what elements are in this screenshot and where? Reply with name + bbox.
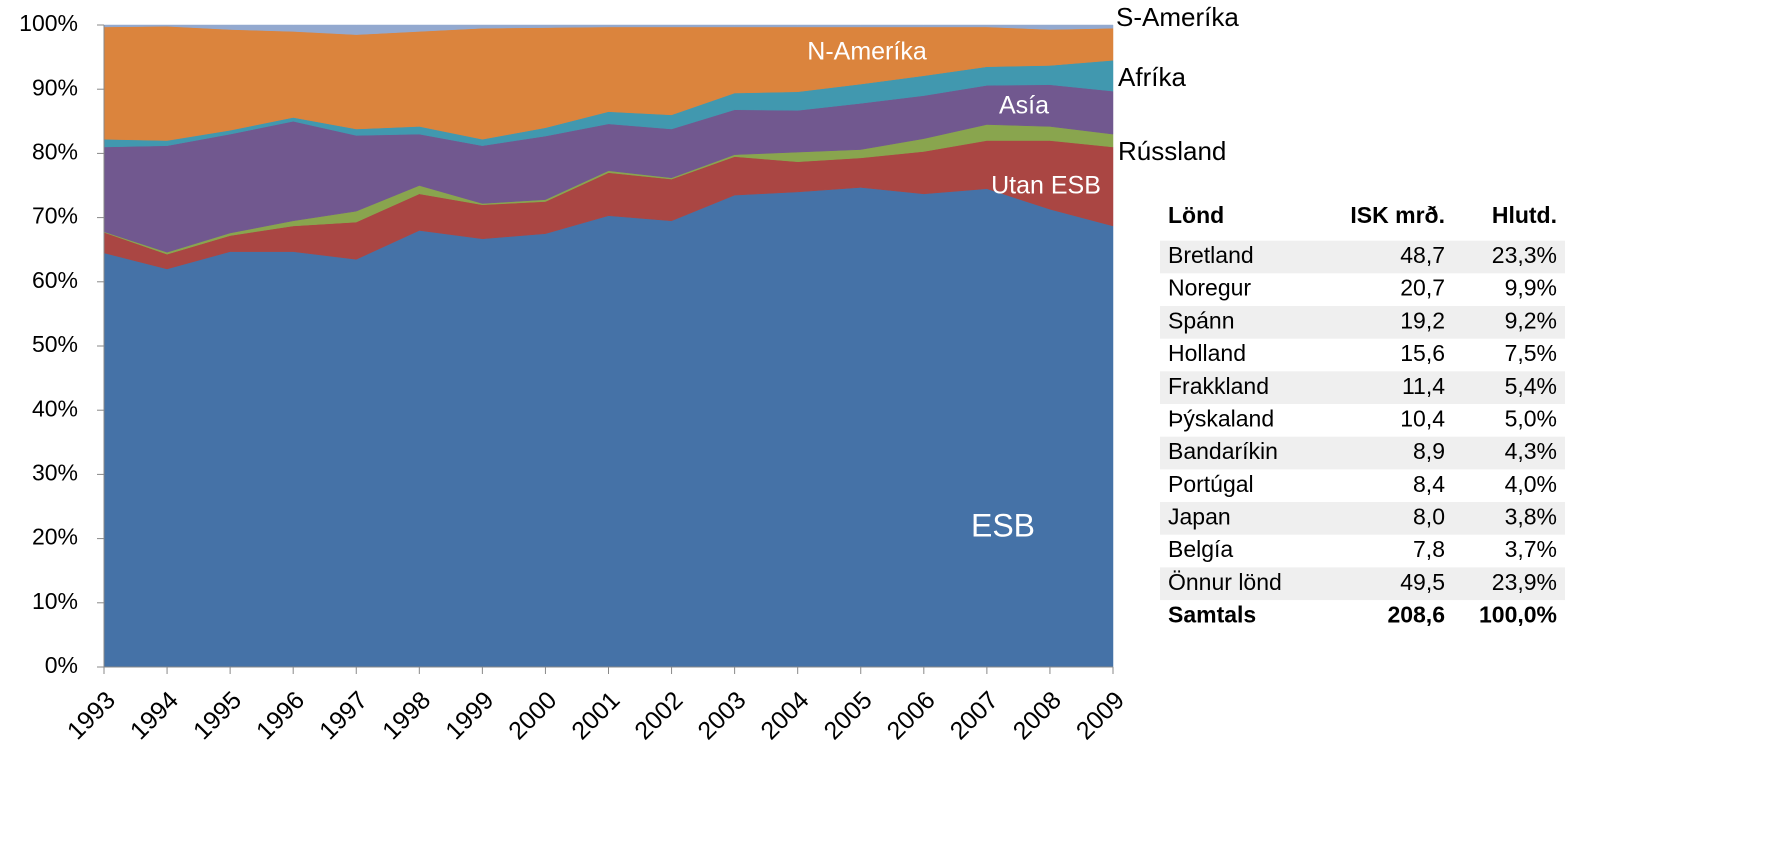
y-tick-label: 70% xyxy=(32,203,78,229)
series-label: ESB xyxy=(971,507,1035,543)
table-total: 208,6 xyxy=(1387,601,1445,627)
table-cell: 5,0% xyxy=(1505,405,1557,431)
table-cell: 8,0 xyxy=(1413,503,1445,529)
row-band xyxy=(1160,371,1565,405)
row-band xyxy=(1160,306,1565,339)
table-cell: Bretland xyxy=(1168,242,1254,268)
x-tick-label: 2007 xyxy=(945,686,1004,745)
x-tick-label: 1998 xyxy=(377,686,436,745)
table-cell: Bandaríkin xyxy=(1168,438,1278,464)
x-tick-label: 2009 xyxy=(1071,686,1130,745)
row-band xyxy=(1160,567,1565,601)
table-cell: 10,4 xyxy=(1400,405,1445,431)
table-cell: 49,5 xyxy=(1400,569,1445,595)
x-tick-label: 1996 xyxy=(251,686,310,745)
table-header: ISK mrð. xyxy=(1350,202,1445,228)
series-label: Rússland xyxy=(1118,136,1226,166)
table-cell: 3,7% xyxy=(1505,536,1557,562)
series-label: S-Ameríka xyxy=(1116,2,1239,32)
x-tick-label: 2004 xyxy=(755,686,814,745)
table-header: Lönd xyxy=(1168,202,1224,228)
table-cell: 48,7 xyxy=(1400,242,1445,268)
table-cell: 9,2% xyxy=(1505,307,1557,333)
table-cell: Þýskaland xyxy=(1168,405,1274,431)
table-cell: 20,7 xyxy=(1400,275,1445,301)
table-cell: 19,2 xyxy=(1400,307,1445,333)
table-cell: 4,0% xyxy=(1505,471,1557,497)
table-cell: Belgía xyxy=(1168,536,1233,562)
y-tick-label: 100% xyxy=(19,10,78,36)
row-band xyxy=(1160,436,1565,470)
row-band xyxy=(1160,502,1565,535)
x-tick-label: 1997 xyxy=(314,686,373,745)
x-tick-label: 2005 xyxy=(819,686,878,745)
x-tick-label: 2002 xyxy=(629,686,688,745)
y-tick-label: 80% xyxy=(32,138,78,164)
y-tick-label: 40% xyxy=(32,395,78,421)
y-tick-label: 50% xyxy=(32,331,78,357)
y-tick-label: 60% xyxy=(32,267,78,293)
x-tick-label: 1999 xyxy=(440,686,499,745)
y-tick-label: 30% xyxy=(32,459,78,485)
area xyxy=(103,24,1114,35)
x-tick-label: 2000 xyxy=(503,686,562,745)
y-tick-label: 90% xyxy=(32,74,78,100)
table-cell: 7,8 xyxy=(1413,536,1445,562)
x-tick-label: 1993 xyxy=(62,686,121,745)
table-cell: Frakkland xyxy=(1168,373,1269,399)
x-tick-label: 2001 xyxy=(566,686,625,745)
x-tick-label: 1995 xyxy=(188,686,247,745)
table-cell: 23,9% xyxy=(1492,569,1557,595)
series-label: Asía xyxy=(999,92,1049,120)
table-total: Samtals xyxy=(1168,601,1256,627)
table-total: 100,0% xyxy=(1479,601,1557,627)
y-tick-label: 0% xyxy=(45,652,78,678)
table-cell: 11,4 xyxy=(1402,373,1445,399)
x-tick-label: 2003 xyxy=(692,686,751,745)
x-tick-label: 2008 xyxy=(1008,686,1067,745)
table-cell: Noregur xyxy=(1168,275,1251,301)
x-tick-label: 2006 xyxy=(882,686,941,745)
table-cell: 8,9 xyxy=(1413,438,1445,464)
series-label: Afríka xyxy=(1118,62,1186,92)
table-cell: Spánn xyxy=(1168,307,1235,333)
x-tick-label: 1994 xyxy=(125,686,184,745)
table-cell: 7,5% xyxy=(1505,340,1557,366)
table-cell: 4,3% xyxy=(1505,438,1557,464)
table-cell: 15,6 xyxy=(1400,340,1445,366)
area xyxy=(103,187,1114,668)
series-label: Utan ESB xyxy=(991,172,1101,200)
row-band xyxy=(1160,240,1565,274)
table-cell: 5,4% xyxy=(1505,373,1557,399)
table-cell: Holland xyxy=(1168,340,1246,366)
table-cell: 3,8% xyxy=(1505,503,1557,529)
table-cell: 23,3% xyxy=(1492,242,1557,268)
table-header: Hlutd. xyxy=(1492,202,1557,228)
y-tick-label: 20% xyxy=(32,524,78,550)
table-cell: 8,4 xyxy=(1413,471,1445,497)
table-cell: Portúgal xyxy=(1168,471,1254,497)
table-cell: Önnur lönd xyxy=(1168,569,1282,595)
table-cell: Japan xyxy=(1168,503,1231,529)
table-cell: 9,9% xyxy=(1505,275,1557,301)
series-label: N-Ameríka xyxy=(807,38,927,66)
y-tick-label: 10% xyxy=(32,588,78,614)
